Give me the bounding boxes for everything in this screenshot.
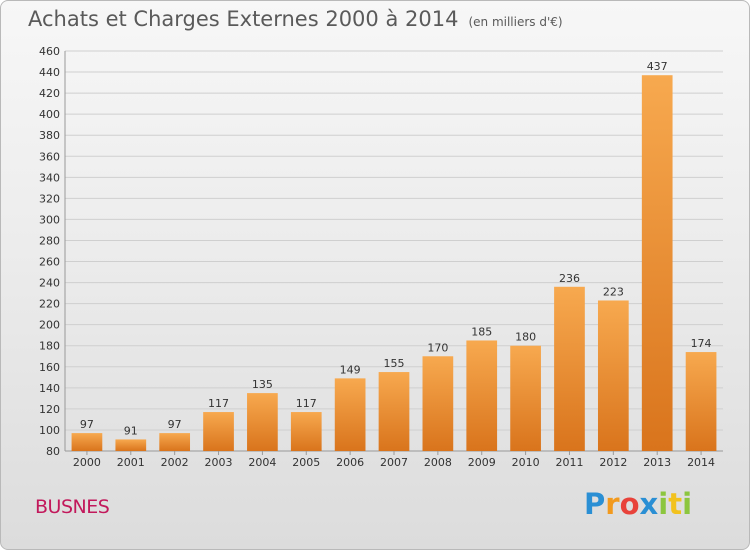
y-tick-label: 460 bbox=[39, 45, 60, 58]
x-tick-label: 2013 bbox=[643, 456, 671, 469]
bar bbox=[334, 378, 366, 451]
data-label: 91 bbox=[124, 424, 138, 437]
data-label: 170 bbox=[427, 341, 448, 354]
data-label: 236 bbox=[559, 272, 580, 285]
bar bbox=[685, 352, 717, 451]
data-label: 97 bbox=[168, 418, 182, 431]
logo-letter: x bbox=[639, 487, 659, 521]
x-tick-label: 2007 bbox=[380, 456, 408, 469]
y-tick-label: 420 bbox=[39, 87, 60, 100]
y-tick-label: 400 bbox=[39, 108, 60, 121]
data-label: 117 bbox=[296, 397, 317, 410]
bar bbox=[159, 433, 191, 451]
bar bbox=[290, 412, 322, 451]
y-tick-label: 140 bbox=[39, 382, 60, 395]
y-tick-label: 120 bbox=[39, 403, 60, 416]
y-tick-label: 320 bbox=[39, 192, 60, 205]
chart-unit: (en milliers d'€) bbox=[468, 15, 563, 29]
y-tick-label: 220 bbox=[39, 298, 60, 311]
x-tick-label: 2002 bbox=[161, 456, 189, 469]
x-tick-label: 2001 bbox=[117, 456, 145, 469]
bar bbox=[641, 75, 673, 452]
x-tick-label: 2009 bbox=[468, 456, 496, 469]
data-label: 149 bbox=[340, 363, 361, 376]
data-label: 185 bbox=[471, 325, 492, 338]
bar bbox=[466, 340, 498, 451]
logo-letter: t bbox=[668, 487, 683, 521]
data-label: 97 bbox=[80, 418, 94, 431]
chart-title-text: Achats et Charges Externes 2000 à 2014 bbox=[28, 7, 459, 31]
x-tick-label: 2008 bbox=[424, 456, 452, 469]
y-tick-label: 260 bbox=[39, 256, 60, 269]
logo-letter: P bbox=[584, 487, 606, 521]
x-tick-label: 2000 bbox=[73, 456, 101, 469]
y-tick-label: 240 bbox=[39, 277, 60, 290]
y-tick-label: 180 bbox=[39, 340, 60, 353]
bar bbox=[378, 372, 410, 451]
y-tick-label: 280 bbox=[39, 234, 60, 247]
bar bbox=[247, 393, 278, 451]
x-tick-label: 2003 bbox=[205, 456, 233, 469]
y-tick-label: 340 bbox=[39, 171, 60, 184]
bar bbox=[510, 345, 541, 451]
y-tick-label: 360 bbox=[39, 150, 60, 163]
x-tick-label: 2004 bbox=[248, 456, 276, 469]
y-tick-label: 80 bbox=[46, 445, 60, 458]
data-label: 180 bbox=[515, 331, 536, 344]
bar bbox=[71, 433, 103, 451]
town-name: BUSNES bbox=[35, 496, 110, 518]
y-tick-label: 100 bbox=[39, 424, 60, 437]
y-tick-label: 440 bbox=[39, 66, 60, 79]
logo-letter: r bbox=[605, 487, 620, 521]
x-tick-label: 2012 bbox=[599, 456, 627, 469]
x-tick-label: 2005 bbox=[292, 456, 320, 469]
bar bbox=[203, 412, 234, 451]
x-tick-label: 2006 bbox=[336, 456, 364, 469]
data-label: 155 bbox=[384, 357, 405, 370]
y-tick-label: 200 bbox=[39, 319, 60, 332]
bar bbox=[597, 300, 629, 451]
y-tick-label: 300 bbox=[39, 213, 60, 226]
proxiti-logo: Proxiti bbox=[584, 487, 692, 521]
data-label: 223 bbox=[603, 285, 624, 298]
logo-letter: i bbox=[682, 487, 693, 521]
logo-letter: i bbox=[658, 487, 669, 521]
x-tick-label: 2010 bbox=[512, 456, 540, 469]
x-tick-label: 2014 bbox=[687, 456, 715, 469]
data-label: 117 bbox=[208, 397, 229, 410]
bar bbox=[554, 286, 585, 451]
logo-letter: o bbox=[619, 487, 640, 521]
y-tick-label: 380 bbox=[39, 129, 60, 142]
x-tick-label: 2011 bbox=[555, 456, 583, 469]
data-label: 135 bbox=[252, 378, 273, 391]
bar bbox=[115, 439, 147, 451]
data-label: 437 bbox=[647, 60, 668, 73]
data-label: 174 bbox=[691, 337, 712, 350]
y-tick-label: 160 bbox=[39, 361, 60, 374]
chart-title: Achats et Charges Externes 2000 à 2014 (e… bbox=[28, 7, 563, 31]
bar bbox=[422, 356, 454, 451]
